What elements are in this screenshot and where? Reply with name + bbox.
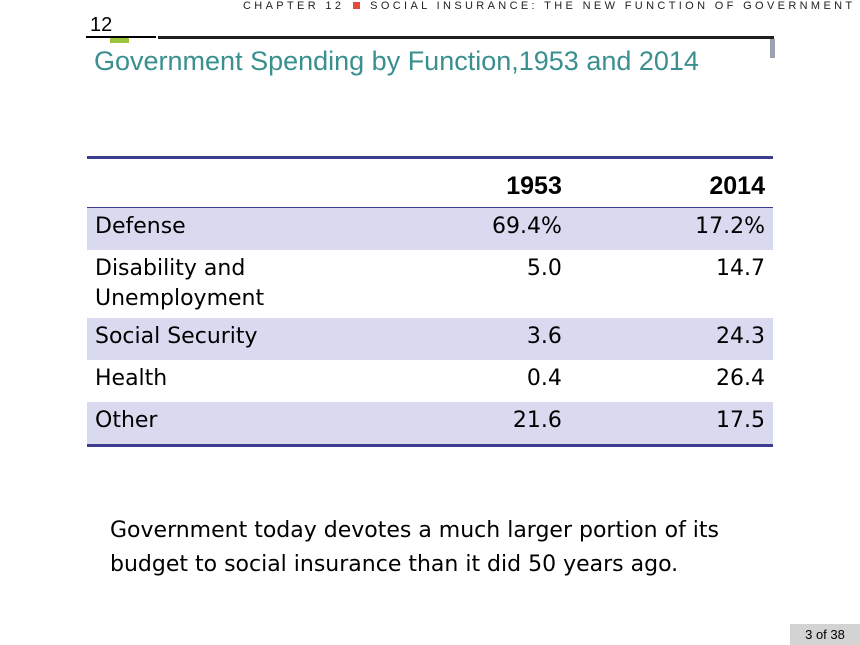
row-value-1953: 69.4% xyxy=(414,207,570,250)
chapter-number: 12 xyxy=(90,14,113,36)
table-row: Defense 69.4% 17.2% xyxy=(87,207,773,250)
running-head: CHAPTER 12 SOCIAL INSURANCE: THE NEW FUN… xyxy=(243,0,858,13)
row-value-1953: 0.4 xyxy=(526,366,562,391)
row-label: Health xyxy=(95,366,168,391)
table-row: Social Security 3.6 24.3 xyxy=(87,318,773,360)
slide-note: Government today devotes a much larger p… xyxy=(110,518,720,577)
row-label: Social Security xyxy=(87,318,415,360)
square-bullet-icon xyxy=(352,2,360,10)
row-label: Disability and Unemployment xyxy=(87,250,415,318)
spending-table: 1953 2014 Defense 69.4% 17.2% Disability… xyxy=(87,156,773,447)
running-head-chapter: CHAPTER 12 xyxy=(243,0,345,12)
row-value-1953: 5.0 xyxy=(526,256,562,281)
table-row: Health 0.4 26.4 xyxy=(87,360,773,402)
row-label-text: Disability and Unemployment xyxy=(95,256,265,311)
row-value-1953: 3.6 xyxy=(414,318,570,360)
row-value-2014: 17.2% xyxy=(569,207,773,250)
table-row: Disability and Unemployment 5.0 14.7 xyxy=(87,250,773,318)
table-header-1953: 1953 xyxy=(414,156,570,208)
row-value-2014: 26.4 xyxy=(716,366,765,391)
accent-mark xyxy=(110,38,129,43)
table-header-label xyxy=(87,156,415,208)
row-label: Defense xyxy=(87,207,415,250)
row-label: Other xyxy=(87,402,415,447)
row-value-1953: 21.6 xyxy=(414,402,570,447)
header-rule-tick xyxy=(770,39,775,58)
row-value-2014: 24.3 xyxy=(569,318,773,360)
table-row: Other 21.6 17.5 xyxy=(87,402,773,447)
chapter-number-underline xyxy=(86,36,156,38)
page-counter: 3 of 38 xyxy=(790,624,860,645)
row-value-2014: 17.5 xyxy=(569,402,773,447)
row-value-2014: 14.7 xyxy=(716,256,765,281)
slide-title: Government Spending by Function,1953 and… xyxy=(94,46,699,76)
table-header-row: 1953 2014 xyxy=(87,156,773,208)
header-rule xyxy=(158,36,774,39)
running-head-title: SOCIAL INSURANCE: THE NEW FUNCTION OF GO… xyxy=(370,0,856,12)
table-header-2014: 2014 xyxy=(569,156,773,208)
